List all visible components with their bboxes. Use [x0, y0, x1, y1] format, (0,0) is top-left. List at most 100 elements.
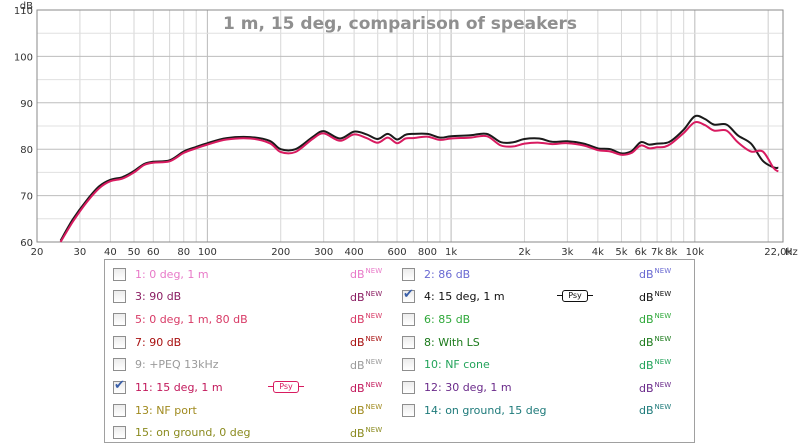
x-tick-label: 50 [128, 247, 141, 258]
legend-checkbox[interactable] [402, 381, 415, 394]
legend-checkbox[interactable] [402, 267, 415, 281]
legend-checkbox[interactable] [113, 335, 126, 349]
legend-unit-label: dBNEW [350, 335, 383, 350]
x-tick-label: 80 [177, 247, 190, 258]
legend-unit-label: dBNEW [639, 403, 672, 418]
x-tick-label: 2k [518, 247, 530, 258]
x-tick-label: 30 [74, 247, 87, 258]
legend-entry-label: 2: 86 dB [424, 267, 471, 281]
legend-entry-label: 7: 90 dB [135, 335, 182, 349]
x-tick-label: 200 [271, 247, 290, 258]
legend-checkbox[interactable] [113, 426, 126, 440]
legend-entry-label: 9: +PEQ 13kHz [135, 358, 219, 372]
x-tick-label: 6k [635, 247, 647, 258]
legend-entry[interactable]: 12: 30 deg, 1 m dBNEW [402, 377, 688, 399]
legend-checkbox[interactable] [113, 403, 126, 417]
x-tick-label: 800 [418, 247, 437, 258]
legend-entry-label: 1: 0 deg, 1 m [135, 267, 209, 281]
legend-panel: 1: 0 deg, 1 m dBNEW 3: 90 dB dBNEW 5: 0 deg,… [104, 259, 695, 443]
y-tick-label: 90 [20, 99, 33, 110]
legend-entry-label: 10: NF cone [424, 358, 490, 372]
legend-checkbox[interactable]: ✔ [113, 378, 126, 394]
legend-checkbox[interactable] [402, 403, 415, 417]
legend-entry-label: 12: 30 deg, 1 m [424, 381, 512, 394]
x-tick-label: 5k [615, 247, 627, 258]
legend-entry-label: 4: 15 deg, 1 m [424, 290, 505, 304]
legend-checkbox[interactable] [113, 312, 126, 326]
legend-entry-label: 11: 15 deg, 1 m [135, 381, 223, 394]
legend-checkbox[interactable] [113, 358, 126, 372]
legend-unit-label: dBNEW [350, 289, 383, 304]
x-tick-label: 10k [686, 247, 705, 258]
chart-title: 1 m, 15 deg, comparison of speakers [223, 14, 577, 34]
legend-entry[interactable]: 7: 90 dB dBNEW [113, 331, 399, 353]
series-line-2 [59, 120, 779, 243]
legend-entry[interactable]: 9: +PEQ 13kHz dBNEW [113, 354, 399, 376]
legend-checkbox[interactable] [113, 290, 126, 304]
legend-entry[interactable]: 3: 90 dB dBNEW [113, 286, 399, 308]
x-tick-label: 300 [314, 247, 333, 258]
legend-entry-label: 6: 85 dB [424, 312, 471, 326]
legend-entry[interactable]: ✔ 11: 15 deg, 1 m Psy dBNEW [113, 377, 399, 399]
x-tick-label: 100 [198, 247, 217, 258]
y-tick-label: 80 [20, 145, 33, 156]
checkmark-icon: ✔ [114, 378, 125, 393]
legend-entry[interactable]: 2: 86 dB dBNEW [402, 263, 688, 285]
legend-entry-label: 8: With LS [424, 335, 480, 349]
legend-unit-label: dBNEW [350, 312, 383, 327]
x-tick-label: 60 [147, 247, 160, 258]
legend-entry[interactable]: 8: With LS dBNEW [402, 331, 688, 353]
x-tick-label: 22,0k [764, 247, 792, 258]
legend-unit-label: dBNEW [350, 425, 383, 440]
legend-unit-label: dBNEW [639, 312, 672, 327]
legend-checkbox[interactable] [402, 335, 415, 349]
legend-entry[interactable]: 1: 0 deg, 1 m dBNEW [113, 263, 399, 285]
legend-unit-label: dBNEW [639, 289, 672, 304]
y-tick-label: 70 [20, 192, 33, 203]
legend-unit-label: dBNEW [639, 357, 672, 372]
legend-unit-label: dBNEW [639, 380, 672, 395]
legend-unit-label: dBNEW [350, 380, 383, 395]
legend-unit-label: dBNEW [350, 403, 383, 418]
x-tick-label: 8k [665, 247, 677, 258]
x-tick-label: 40 [104, 247, 117, 258]
x-tick-label: 7k [651, 247, 663, 258]
legend-checkbox[interactable]: ✔ [402, 287, 415, 304]
legend-entry[interactable]: 15: on ground, 0 deg dBNEW [113, 422, 399, 444]
x-axis-label: Hz [785, 247, 798, 258]
legend-unit-label: dBNEW [639, 335, 672, 350]
checkmark-icon: ✔ [403, 287, 414, 303]
x-tick-label: 400 [345, 247, 364, 258]
legend-checkbox[interactable] [113, 267, 126, 281]
x-tick-label: 3k [561, 247, 573, 258]
legend-entry[interactable]: 6: 85 dB dBNEW [402, 308, 688, 330]
y-tick-label: 110 [14, 6, 33, 17]
x-tick-label: 20 [31, 247, 44, 258]
legend-entry-label: 15: on ground, 0 deg [135, 426, 251, 440]
y-axis-label: dB [20, 1, 33, 12]
legend-entry[interactable]: 14: on ground, 15 deg dBNEW [402, 399, 688, 421]
plot-frame [36, 9, 784, 243]
legend-entry-label: 5: 0 deg, 1 m, 80 dB [135, 312, 248, 326]
legend-entry-label: 3: 90 dB [135, 290, 182, 304]
x-tick-label: 1k [445, 247, 457, 258]
legend-entry[interactable]: 13: NF port dBNEW [113, 399, 399, 421]
legend-unit-label: dBNEW [350, 267, 383, 281]
legend-checkbox[interactable] [402, 358, 415, 372]
legend-unit-label: dBNEW [639, 267, 672, 281]
psy-smoothing-indicator[interactable]: Psy [268, 380, 304, 393]
legend-entry-label: 13: NF port [135, 403, 197, 417]
y-tick-label: 60 [20, 238, 33, 249]
legend-entry[interactable]: ✔ 4: 15 deg, 1 m Psy dBNEW [402, 286, 688, 308]
x-tick-label: 600 [387, 247, 406, 258]
legend-entry[interactable]: 10: NF cone dBNEW [402, 354, 688, 376]
legend-checkbox[interactable] [402, 312, 415, 326]
legend-unit-label: dBNEW [350, 357, 383, 372]
x-tick-label: 4k [592, 247, 604, 258]
y-tick-label: 100 [14, 52, 33, 63]
psy-smoothing-indicator[interactable]: Psy [557, 289, 593, 302]
legend-entry[interactable]: 5: 0 deg, 1 m, 80 dB dBNEW [113, 308, 399, 330]
series-line-1 [59, 114, 779, 242]
legend-entry-label: 14: on ground, 15 deg [424, 403, 547, 417]
